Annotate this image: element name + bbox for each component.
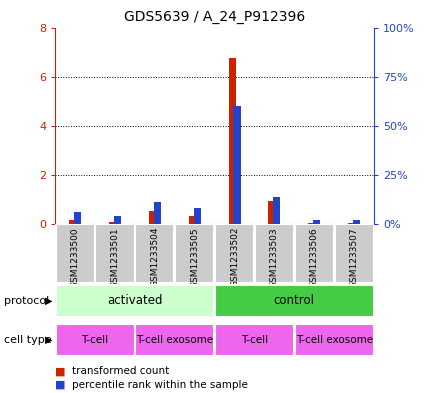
- Bar: [308, 223, 315, 224]
- Text: GSM1233500: GSM1233500: [71, 227, 79, 288]
- Text: GSM1233505: GSM1233505: [190, 227, 199, 288]
- Bar: [295, 224, 334, 283]
- Bar: [135, 224, 174, 283]
- Text: GSM1233504: GSM1233504: [150, 227, 159, 287]
- Bar: [215, 224, 254, 283]
- Title: GDS5639 / A_24_P912396: GDS5639 / A_24_P912396: [124, 10, 305, 24]
- Text: cell type: cell type: [4, 335, 52, 345]
- Text: T-cell: T-cell: [241, 335, 268, 345]
- Bar: [74, 212, 81, 224]
- Text: T-cell exosome: T-cell exosome: [296, 335, 373, 345]
- Bar: [56, 285, 214, 317]
- Text: GSM1233507: GSM1233507: [350, 227, 359, 288]
- Bar: [189, 216, 196, 224]
- Text: T-cell exosome: T-cell exosome: [136, 335, 213, 345]
- Bar: [348, 223, 355, 224]
- Text: T-cell: T-cell: [82, 335, 109, 345]
- Text: control: control: [274, 294, 315, 307]
- Text: GSM1233502: GSM1233502: [230, 227, 239, 287]
- Text: ■: ■: [55, 366, 66, 376]
- Bar: [69, 220, 76, 224]
- Bar: [149, 211, 156, 224]
- Bar: [353, 220, 360, 224]
- Text: GSM1233503: GSM1233503: [270, 227, 279, 288]
- Text: percentile rank within the sample: percentile rank within the sample: [72, 380, 248, 390]
- Text: ▶: ▶: [45, 296, 52, 306]
- Text: GSM1233501: GSM1233501: [110, 227, 119, 288]
- Bar: [273, 196, 281, 224]
- Text: protocol: protocol: [4, 296, 49, 306]
- Bar: [215, 324, 294, 356]
- Bar: [215, 285, 374, 317]
- Text: activated: activated: [107, 294, 163, 307]
- Bar: [109, 222, 116, 224]
- Bar: [56, 224, 95, 283]
- Bar: [56, 324, 135, 356]
- Bar: [295, 324, 374, 356]
- Bar: [229, 58, 236, 224]
- Bar: [175, 224, 214, 283]
- Text: transformed count: transformed count: [72, 366, 170, 376]
- Bar: [154, 202, 161, 224]
- Bar: [233, 106, 241, 224]
- Bar: [193, 208, 201, 224]
- Bar: [114, 216, 121, 224]
- Bar: [135, 324, 214, 356]
- Bar: [96, 224, 135, 283]
- Bar: [313, 220, 320, 224]
- Bar: [255, 224, 294, 283]
- Text: GSM1233506: GSM1233506: [310, 227, 319, 288]
- Bar: [269, 201, 275, 224]
- Text: ■: ■: [55, 380, 66, 390]
- Text: ▶: ▶: [45, 335, 52, 345]
- Bar: [334, 224, 374, 283]
